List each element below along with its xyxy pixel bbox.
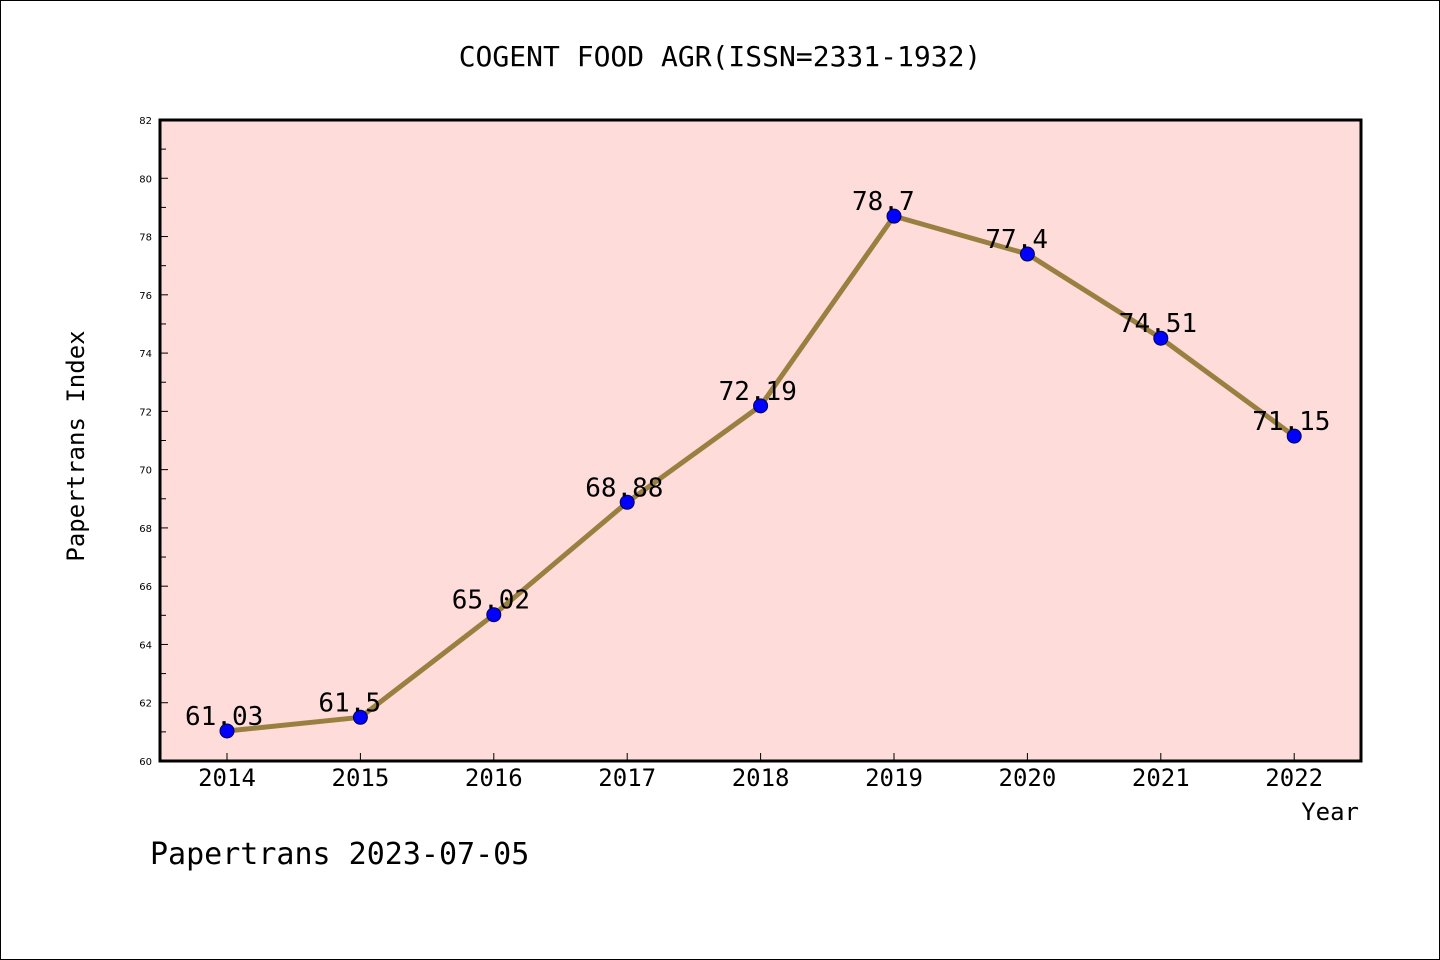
x-tick-label: 2021 xyxy=(1132,764,1190,792)
y-tick-label: 74 xyxy=(139,349,152,360)
data-point xyxy=(1019,246,1035,262)
y-tick-label: 82 xyxy=(139,116,152,127)
plot-area xyxy=(158,118,1363,763)
data-point xyxy=(352,709,368,725)
y-tick-label: 66 xyxy=(139,582,152,593)
data-point xyxy=(486,607,502,623)
y-tick-label: 80 xyxy=(139,174,152,185)
data-point xyxy=(753,398,769,414)
data-point xyxy=(1286,428,1302,444)
data-label: 78.7 xyxy=(852,187,915,217)
data-label: 61.03 xyxy=(185,702,263,732)
data-point xyxy=(886,208,902,224)
x-tick-label: 2016 xyxy=(465,764,523,792)
x-tick-label: 2022 xyxy=(1265,764,1323,792)
y-tick-label: 70 xyxy=(139,466,152,477)
data-point xyxy=(219,723,235,739)
data-label: 77.4 xyxy=(985,225,1048,255)
x-tick-label: 2014 xyxy=(198,764,256,792)
data-label: 72.19 xyxy=(719,377,797,407)
data-point xyxy=(1153,330,1169,346)
y-tick-label: 78 xyxy=(139,233,152,244)
y-tick-label: 68 xyxy=(139,524,152,535)
y-tick-label: 76 xyxy=(139,291,152,302)
x-tick-label: 2015 xyxy=(332,764,390,792)
y-tick-label: 64 xyxy=(139,640,152,651)
y-tick-label: 72 xyxy=(139,407,152,418)
footer-credit: Papertrans 2023-07-05 xyxy=(150,837,529,872)
y-tick-label: 62 xyxy=(139,699,152,710)
data-point xyxy=(619,494,635,510)
y-axis-ticks: 60 62 64 66 68 70 72 74 76 78 80 82 xyxy=(139,116,168,768)
y-tick-label: 60 xyxy=(139,757,152,768)
x-tick-label: 2017 xyxy=(598,764,656,792)
data-label: 61.5 xyxy=(318,688,381,718)
data-label: 71.15 xyxy=(1252,407,1330,437)
data-labels: 61.03 61.5 65.02 68.88 72.19 78.7 77.4 74.51 71.… xyxy=(185,187,1330,732)
x-axis-label: Year xyxy=(1301,798,1359,826)
x-tick-label: 2020 xyxy=(999,764,1057,792)
data-label: 65.02 xyxy=(452,586,530,616)
x-tick-label: 2018 xyxy=(732,764,790,792)
series-markers xyxy=(219,208,1302,739)
data-label: 74.51 xyxy=(1119,309,1197,339)
x-tick-label: 2019 xyxy=(865,764,923,792)
chart-title: COGENT FOOD AGR(ISSN=2331-1932) xyxy=(459,40,982,73)
data-label: 68.88 xyxy=(585,473,663,503)
y-axis-label: Papertrans Index xyxy=(62,330,90,561)
x-axis-ticks: 2014 2015 2016 2017 2018 2019 2020 2021 2022 xyxy=(198,753,1323,792)
